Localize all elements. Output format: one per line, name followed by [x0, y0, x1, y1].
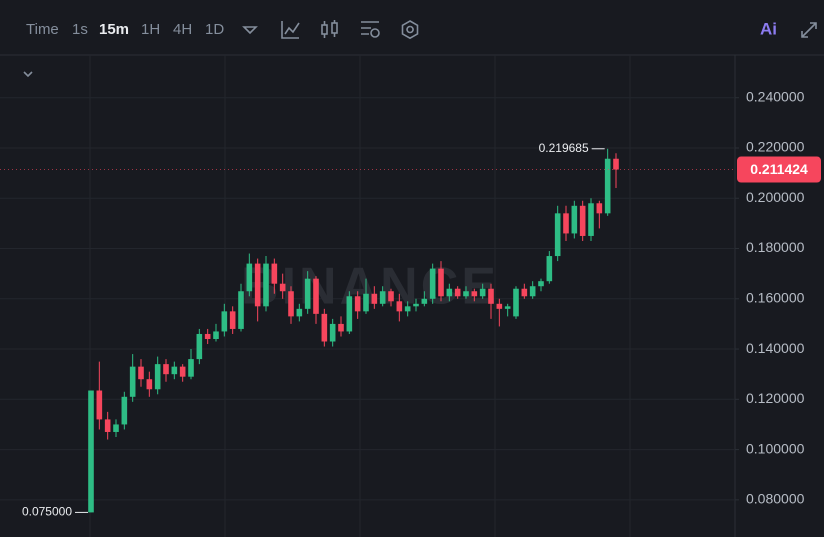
- candle-body: [321, 313, 328, 342]
- y-tick-label: 0.160000: [746, 289, 805, 305]
- candle-body: [146, 379, 153, 390]
- candle-body: [388, 291, 394, 302]
- candle-body: [104, 419, 111, 432]
- candle-body: [471, 291, 478, 297]
- y-tick-label: 0.220000: [746, 139, 805, 155]
- candle-body: [396, 301, 403, 312]
- candle-body: [238, 291, 244, 329]
- candle-body: [404, 306, 411, 312]
- candle-body: [546, 256, 553, 282]
- y-tick-label: 0.140000: [746, 340, 805, 356]
- candle-body: [271, 263, 278, 284]
- candle-body: [504, 306, 511, 309]
- candle-body: [329, 323, 336, 342]
- max-label: 0.219685: [539, 141, 589, 155]
- candle-body: [171, 366, 178, 375]
- candle-body: [488, 288, 494, 304]
- candle-body: [379, 291, 386, 304]
- candle-body: [363, 293, 369, 312]
- candle-body: [613, 158, 619, 170]
- candle-body: [88, 390, 94, 513]
- y-tick-label: 0.080000: [746, 491, 805, 507]
- candle-body: [513, 288, 519, 317]
- y-tick-label: 0.200000: [746, 189, 805, 205]
- candle-body: [371, 293, 378, 304]
- candle-body: [121, 396, 128, 425]
- candle-body: [429, 268, 436, 299]
- fullscreen-icon[interactable]: [801, 22, 817, 38]
- candle-body: [538, 281, 544, 287]
- candle-body: [529, 286, 536, 297]
- candle-body: [454, 288, 461, 297]
- candle-body: [304, 278, 311, 309]
- candle-body: [354, 296, 361, 312]
- candle-body: [446, 288, 453, 297]
- candle-body: [229, 311, 236, 329]
- toolbar-item[interactable]: 1s: [72, 21, 88, 38]
- candle-body: [279, 283, 286, 292]
- y-tick-label: 0.100000: [746, 440, 805, 456]
- collapse-header[interactable]: [23, 71, 33, 78]
- y-tick-label: 0.240000: [746, 88, 805, 104]
- candle-body: [129, 366, 136, 397]
- candle-body: [138, 366, 144, 380]
- candle-body: [254, 263, 261, 307]
- candle-body: [179, 366, 186, 377]
- toolbar-item[interactable]: 1D: [205, 21, 224, 38]
- toolbar-item[interactable]: 15m: [99, 21, 129, 38]
- candle-body: [563, 213, 569, 234]
- candle-body: [113, 424, 119, 432]
- candle-body: [246, 263, 253, 292]
- candle-body: [421, 298, 428, 304]
- candle-body: [346, 296, 353, 332]
- toolbar-item[interactable]: Time: [26, 21, 59, 38]
- candle-body: [521, 288, 528, 297]
- toolbar-item[interactable]: 1H: [141, 21, 160, 38]
- candle-body: [296, 308, 303, 317]
- candle-body: [163, 364, 169, 375]
- last-price-tag: [737, 156, 821, 183]
- candle-body: [579, 205, 586, 236]
- candle-body: [338, 323, 344, 332]
- y-tick-label: 0.120000: [746, 390, 805, 406]
- ai-button[interactable]: Ai: [760, 19, 777, 38]
- settings-icon[interactable]: [401, 20, 419, 40]
- candle-body: [554, 213, 561, 257]
- candle-body: [154, 364, 161, 390]
- candle-body: [596, 203, 603, 214]
- watermark: BINANCE: [241, 258, 499, 316]
- candle-body: [413, 303, 419, 307]
- candle-body: [496, 303, 503, 309]
- candle-body: [479, 288, 486, 297]
- candle-body: [588, 203, 594, 236]
- candle-body: [438, 268, 444, 297]
- candle-body: [463, 291, 469, 297]
- candle-body: [188, 359, 194, 377]
- candle-body: [313, 278, 319, 314]
- toolbar-item[interactable]: 4H: [173, 21, 192, 38]
- line-chart-icon[interactable]: [281, 21, 300, 39]
- candle-body: [604, 158, 611, 214]
- candle-body: [221, 311, 228, 332]
- candle-body: [213, 331, 219, 339]
- candle-body: [571, 205, 578, 234]
- candle-body: [96, 390, 103, 420]
- indicator-icon[interactable]: [361, 21, 380, 38]
- min-label: 0.075000: [22, 505, 72, 519]
- candle-body: [196, 333, 203, 360]
- candle-body: [288, 291, 294, 317]
- candle-body: [204, 333, 211, 339]
- candle-icon[interactable]: [321, 20, 338, 38]
- y-tick-label: 0.180000: [746, 239, 805, 255]
- last-price-label: 0.211424: [750, 161, 808, 177]
- candle-body: [263, 263, 269, 307]
- interval-dropdown[interactable]: [242, 26, 258, 35]
